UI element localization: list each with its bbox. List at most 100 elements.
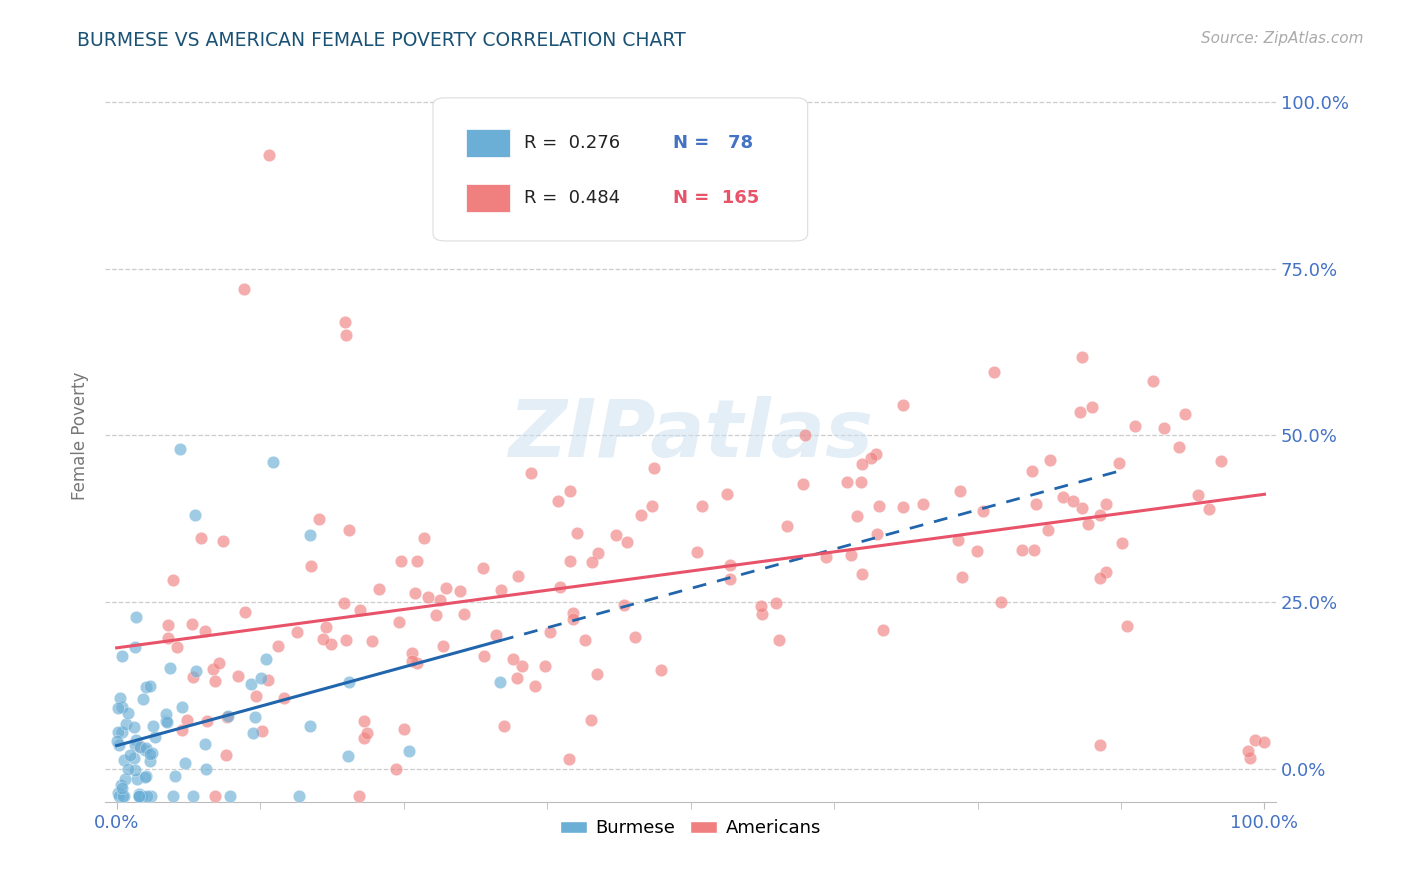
Point <box>630 508 652 522</box>
Point <box>128 787 150 801</box>
Point <box>1142 374 1164 388</box>
Point <box>233 282 256 296</box>
Point <box>201 662 224 676</box>
Point <box>1088 571 1111 585</box>
Point <box>163 768 186 782</box>
Point <box>245 690 267 704</box>
Point <box>339 675 361 690</box>
Point <box>368 582 391 597</box>
Point <box>1209 454 1232 468</box>
Point <box>273 691 295 706</box>
Point <box>252 724 274 739</box>
Point <box>319 637 342 651</box>
Point <box>388 615 411 629</box>
Point <box>128 740 150 755</box>
Point <box>217 709 239 723</box>
Point <box>131 789 153 803</box>
Point <box>134 770 156 784</box>
Point <box>129 739 152 754</box>
Point <box>966 543 988 558</box>
Point <box>142 719 165 733</box>
Point <box>641 500 664 514</box>
Point <box>389 554 412 568</box>
Point <box>215 748 238 763</box>
Point <box>765 596 787 610</box>
Point <box>385 763 408 777</box>
Point <box>506 568 529 582</box>
Point <box>588 546 610 560</box>
Point <box>181 616 204 631</box>
Point <box>586 666 609 681</box>
Point <box>112 753 135 767</box>
Point <box>550 580 572 594</box>
Point <box>616 535 638 549</box>
Point <box>122 720 145 734</box>
Point <box>950 570 973 584</box>
Point <box>110 778 132 792</box>
Point <box>561 606 583 620</box>
Point <box>865 447 887 461</box>
Point <box>143 730 166 744</box>
Point <box>851 567 873 582</box>
Point <box>1071 501 1094 516</box>
Point <box>333 315 356 329</box>
Point <box>240 677 263 691</box>
Point <box>266 639 288 653</box>
Point <box>538 625 561 640</box>
Point <box>453 607 475 621</box>
Point <box>337 523 360 537</box>
Point <box>1022 542 1045 557</box>
Point <box>139 747 162 761</box>
Point <box>256 673 278 688</box>
Point <box>1253 735 1275 749</box>
Point <box>567 526 589 541</box>
Point <box>751 607 773 622</box>
Point <box>891 500 914 514</box>
Point <box>605 528 627 542</box>
Point <box>108 738 131 752</box>
Point <box>111 648 134 663</box>
Point <box>195 762 218 776</box>
Point <box>315 620 337 634</box>
Point <box>990 595 1012 609</box>
Point <box>132 692 155 706</box>
Point <box>1077 517 1099 532</box>
Point <box>398 743 420 757</box>
Point <box>613 598 636 612</box>
Point <box>404 586 426 600</box>
Point <box>233 605 256 619</box>
Point <box>690 499 713 513</box>
Point <box>845 509 868 524</box>
Point <box>520 466 543 480</box>
Point <box>155 714 177 729</box>
Point <box>312 632 335 647</box>
Point <box>215 709 238 723</box>
Point <box>162 789 184 803</box>
Point <box>298 528 321 542</box>
Point <box>111 700 134 714</box>
Point <box>166 640 188 654</box>
Point <box>259 148 281 162</box>
Point <box>794 428 817 442</box>
Text: Source: ZipAtlas.com: Source: ZipAtlas.com <box>1201 31 1364 46</box>
Point <box>718 558 741 573</box>
Point <box>1081 400 1104 414</box>
Point <box>299 559 322 574</box>
Point <box>1021 464 1043 478</box>
Point <box>643 460 665 475</box>
Point <box>581 555 603 569</box>
Point <box>349 603 371 617</box>
Point <box>128 789 150 803</box>
Point <box>768 632 790 647</box>
Point <box>159 661 181 675</box>
Point <box>262 455 284 469</box>
Point <box>156 618 179 632</box>
Y-axis label: Female Poverty: Female Poverty <box>72 371 89 500</box>
Point <box>337 748 360 763</box>
Point <box>208 656 231 670</box>
Point <box>124 640 146 655</box>
Point <box>170 723 193 737</box>
Point <box>489 583 512 598</box>
Point <box>1088 508 1111 522</box>
Point <box>204 789 226 803</box>
